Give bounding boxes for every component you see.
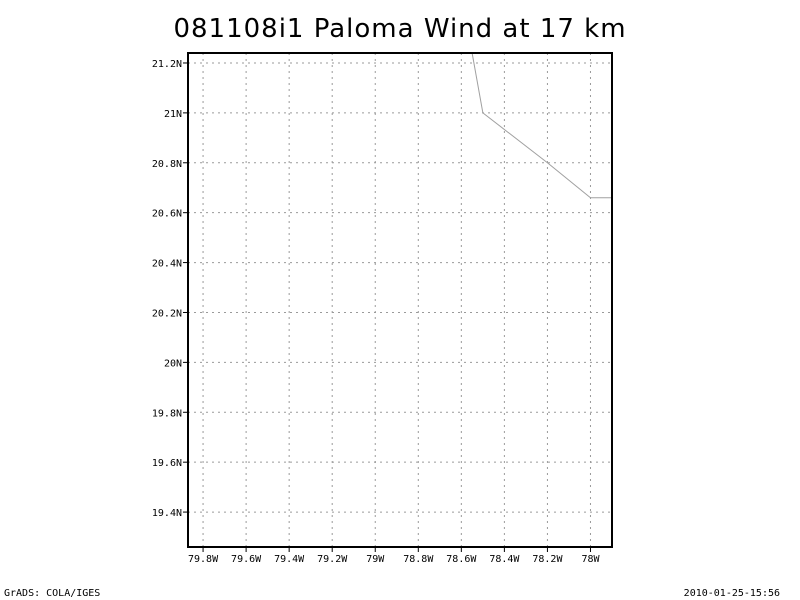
x-tick-label: 79.8W — [188, 554, 219, 565]
y-tick-label: 20.8N — [152, 159, 182, 170]
x-tick-labels: 79.8W 79.6W 79.4W 79.2W 79W 78.8W 78.6W 78.4W 78… — [188, 554, 600, 565]
y-tick-label: 20.2N — [152, 308, 182, 319]
coastline — [471, 52, 612, 199]
y-tick-label: 20N — [164, 358, 182, 369]
y-tick-label: 19.6N — [152, 458, 182, 469]
map-title: 081108i1 Paloma Wind at 17 km — [173, 14, 627, 44]
x-tick-label: 79W — [366, 554, 385, 565]
x-tick-label: 79.4W — [274, 554, 305, 565]
y-tick-label: 19.4N — [152, 508, 182, 519]
map-frame — [187, 52, 613, 548]
x-tick-label: 78.8W — [403, 554, 434, 565]
x-tick-label: 79.6W — [231, 554, 262, 565]
grid-lines — [183, 53, 612, 552]
y-tick-label: 20.4N — [152, 259, 182, 270]
x-tick-label: 78W — [581, 554, 600, 565]
x-tick-label: 78.2W — [532, 554, 563, 565]
y-tick-label: 20.6N — [152, 209, 182, 220]
x-tick-label: 78.6W — [446, 554, 477, 565]
y-tick-label: 21.2N — [152, 59, 182, 70]
x-tick-label: 78.4W — [489, 554, 520, 565]
footer-timestamp: 2010-01-25-15:56 — [683, 588, 780, 599]
coastline-path — [471, 52, 612, 199]
y-tick-label: 21N — [164, 109, 182, 120]
y-tick-label: 19.8N — [152, 408, 182, 419]
x-tick-label: 79.2W — [317, 554, 348, 565]
footer-credit: GrADS: COLA/IGES — [4, 588, 101, 599]
y-tick-labels: 19.4N 19.6N 19.8N 20N 20.2N 20.4N 20.6N 20.8N 21… — [152, 59, 182, 519]
